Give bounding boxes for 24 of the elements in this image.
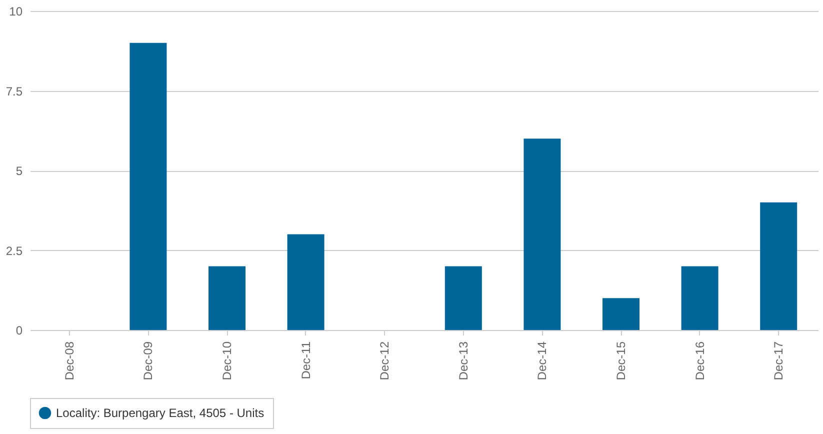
bar	[444, 266, 482, 330]
x-tick-label: Dec-16	[692, 341, 707, 380]
bar	[130, 42, 167, 330]
x-tick-label: Dec-08	[62, 341, 76, 380]
x-tick-label: Dec-13	[456, 341, 470, 380]
x-tick-label: Dec-17	[772, 341, 786, 380]
bar	[287, 234, 324, 330]
bar	[760, 202, 798, 330]
x-tick-label: Dec-12	[378, 341, 392, 380]
y-tick-label: 10	[9, 4, 23, 18]
x-tick-label: Dec-10	[220, 341, 234, 380]
bar	[681, 266, 718, 330]
x-tick-label: Dec-09	[141, 341, 156, 380]
x-tick-label: Dec-11	[298, 341, 313, 380]
y-tick-label: 5	[16, 164, 23, 178]
bar	[524, 138, 561, 330]
bar	[208, 266, 246, 330]
x-tick-label: Dec-15	[614, 341, 628, 380]
x-tick-label: Dec-14	[535, 341, 550, 380]
y-tick-label: 7.5	[6, 84, 23, 98]
y-tick-label: 0	[16, 324, 23, 338]
y-tick-label: 2.5	[6, 244, 23, 258]
bar	[602, 298, 640, 330]
legend-label: Locality: Burpengary East, 4505 - Units	[56, 406, 264, 420]
